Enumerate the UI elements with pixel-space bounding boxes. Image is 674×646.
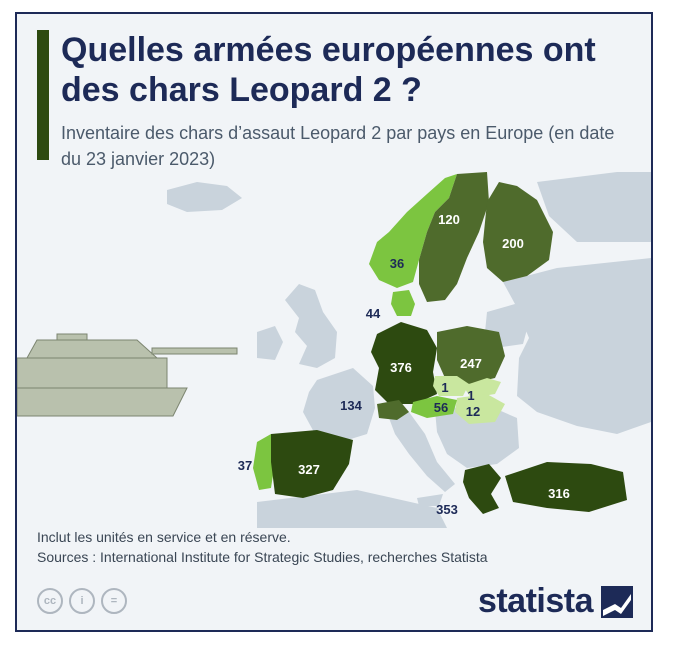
- page-title: Quelles armées européennes ont des chars…: [61, 31, 596, 109]
- label-finland: 200: [502, 236, 524, 251]
- sweden-shape: [419, 172, 489, 302]
- label-austria: 56: [434, 400, 448, 415]
- spain-shape: [271, 430, 353, 498]
- label-switzerland: 134: [340, 398, 362, 413]
- germany-shape: [371, 322, 437, 404]
- portugal-shape: [253, 434, 275, 490]
- statista-mark-icon: [601, 585, 633, 618]
- label-portugal: 37: [238, 458, 252, 473]
- label-denmark: 44: [366, 306, 381, 321]
- label-greece: 353: [436, 502, 458, 517]
- footnote-inclusion: Inclut les unités en service et en réser…: [37, 529, 291, 545]
- leopard-countries: [253, 172, 627, 514]
- label-czechia: 1: [441, 380, 448, 395]
- value-labels: 36 120 200 44 376 247 1 1 12 56 134 37 3…: [238, 212, 570, 517]
- title-accent-bar: [37, 30, 49, 160]
- brand-name: statista: [477, 582, 594, 620]
- poland-shape: [437, 326, 505, 384]
- statista-logo: statista: [478, 582, 633, 621]
- footnote-sources: Sources : International Institute for St…: [37, 549, 488, 565]
- czechia-shape: [433, 376, 469, 396]
- tank-illustration: [17, 333, 238, 417]
- license-icons: cc i =: [37, 588, 127, 614]
- norway-shape: [369, 174, 457, 288]
- hungary-shape: [455, 394, 505, 424]
- turkey-shape: [505, 462, 627, 512]
- label-poland: 247: [460, 356, 482, 371]
- page-subtitle: Inventaire des chars d’assaut Leopard 2 …: [61, 123, 615, 169]
- label-turkey: 316: [548, 486, 570, 501]
- label-hungary: 12: [466, 404, 480, 419]
- creative-commons-icon: cc: [37, 588, 63, 614]
- label-slovakia: 1: [467, 388, 474, 403]
- no-derivatives-icon: =: [101, 588, 127, 614]
- finland-shape: [483, 182, 553, 282]
- label-spain: 327: [298, 462, 320, 477]
- label-norway: 36: [390, 256, 404, 271]
- europe-map: 36 120 200 44 376 247 1 1 12 56 134 37 3…: [17, 172, 651, 528]
- austria-shape: [411, 396, 457, 418]
- label-germany: 376: [390, 360, 412, 375]
- attribution-icon: i: [69, 588, 95, 614]
- label-sweden: 120: [438, 212, 460, 227]
- infographic-card: Quelles armées européennes ont des chars…: [15, 12, 653, 632]
- greece-shape: [463, 464, 501, 514]
- denmark-shape: [391, 290, 415, 316]
- slovakia-shape: [463, 378, 501, 398]
- switzerland-shape: [377, 400, 409, 420]
- footnotes: Inclut les unités en service et en réser…: [37, 527, 488, 567]
- background-land: [167, 172, 651, 528]
